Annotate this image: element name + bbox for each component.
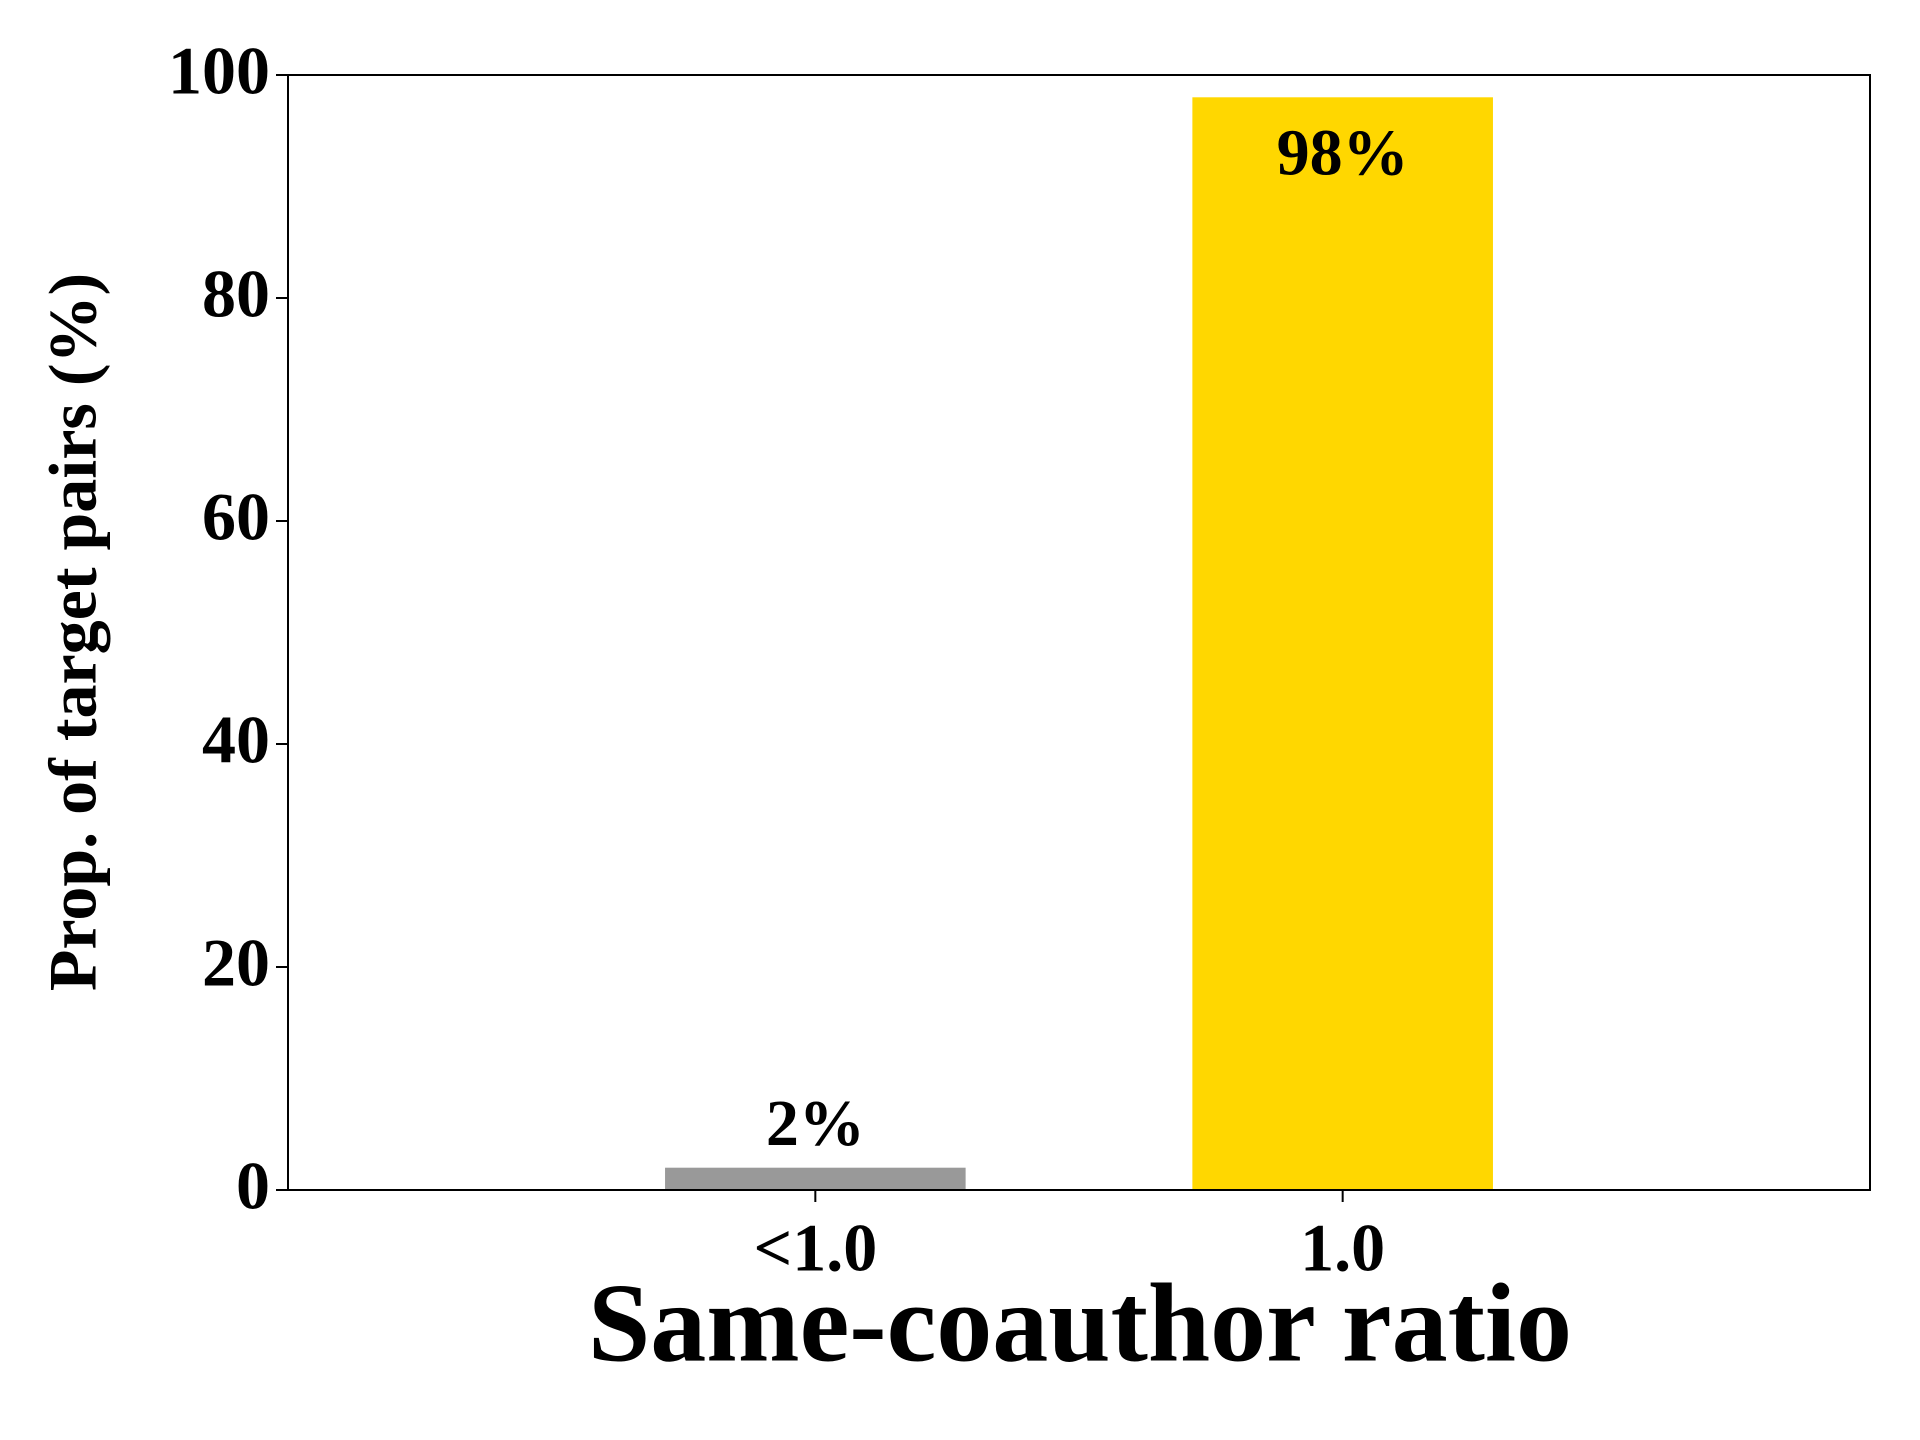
x-tick-label: <1.0 <box>753 1210 877 1286</box>
y-tick-label: 0 <box>236 1148 270 1224</box>
value-label: 98% <box>1277 116 1409 189</box>
y-tick-label: 20 <box>202 925 270 1001</box>
y-tick-label: 80 <box>202 256 270 332</box>
y-axis-label: Prop. of target pairs (%) <box>35 273 111 991</box>
bar <box>1192 97 1493 1190</box>
y-tick-label: 60 <box>202 479 270 555</box>
bar <box>665 1167 966 1190</box>
y-tick-label: 40 <box>202 702 270 778</box>
x-tick-label: 1.0 <box>1300 1210 1385 1286</box>
value-label: 2% <box>766 1087 865 1160</box>
x-axis-label: Same-coauthor ratio <box>588 1262 1572 1386</box>
y-tick-label: 100 <box>168 33 270 109</box>
plot-frame <box>287 74 1871 1191</box>
